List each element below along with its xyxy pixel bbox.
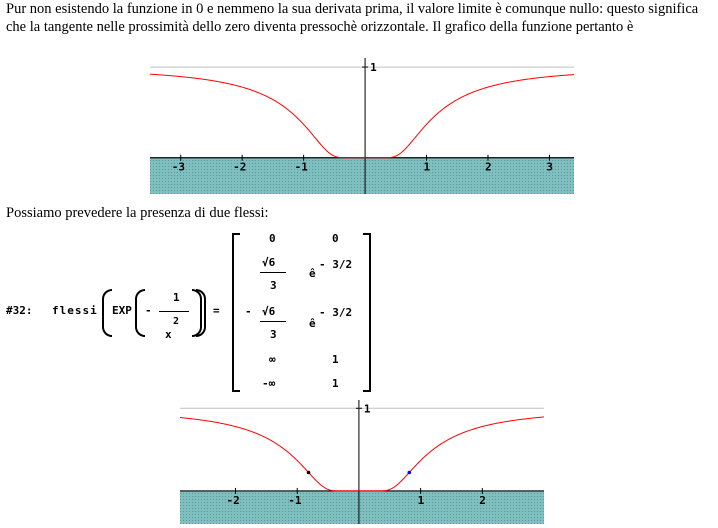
inflection-point xyxy=(306,470,311,475)
fraction-den-exponent: 2 xyxy=(173,316,180,327)
x-tick-label: -1 xyxy=(295,161,309,174)
x-tick-label: 2 xyxy=(485,161,492,174)
matrix-sqrt-numerator: √6 xyxy=(262,305,276,318)
matrix-bracket-left xyxy=(232,233,240,392)
matrix-exponent: - 3/2 xyxy=(319,258,353,271)
outer-paren-left xyxy=(102,289,112,337)
x-tick-label: 3 xyxy=(546,161,553,174)
function-plot-2: 1 -2 -1 1 2 xyxy=(180,400,544,524)
x-tick-label: 1 xyxy=(424,161,431,174)
exp-name: EXP xyxy=(112,304,132,317)
matrix-minus-sign: - xyxy=(245,305,252,318)
matrix-e-symbol: ê xyxy=(309,317,316,330)
function-curve xyxy=(150,73,574,159)
matrix-fraction-den: 3 xyxy=(270,279,277,292)
x-tick-label: 1 xyxy=(418,494,425,507)
matrix-cell: 1 xyxy=(332,353,339,366)
matrix-fraction-bar xyxy=(260,272,286,273)
matrix-e-symbol: ê xyxy=(309,267,316,280)
equals-sign: = xyxy=(213,304,220,317)
inner-paren-left xyxy=(135,289,145,337)
matrix-exponent: - 3/2 xyxy=(319,306,353,319)
inflection-point xyxy=(407,470,412,475)
inflection-paragraph: Possiamo prevedere la presenza di due fl… xyxy=(6,205,269,221)
x-tick-label: -3 xyxy=(172,161,185,174)
minus-sign: - xyxy=(145,304,152,317)
x-tick-label: 2 xyxy=(479,494,486,507)
axis-band xyxy=(180,490,544,524)
x-tick-label: -2 xyxy=(227,494,240,507)
function-curve xyxy=(180,416,544,492)
matrix-fraction-den: 3 xyxy=(270,328,277,341)
x-tick-label: -2 xyxy=(233,161,246,174)
intro-paragraph: Pur non esistendo la funzione in 0 e nem… xyxy=(6,1,699,35)
y-tick-label: 1 xyxy=(364,402,371,415)
y-tick-label: 1 xyxy=(370,61,377,74)
formula-label: #32: xyxy=(6,304,33,317)
fraction-den-base: x xyxy=(165,328,172,341)
matrix-cell: -∞ xyxy=(262,377,276,390)
matrix-cell: 0 xyxy=(269,232,276,245)
fraction-numerator: 1 xyxy=(173,291,180,304)
axis-band xyxy=(150,157,574,194)
fraction-bar xyxy=(159,311,189,312)
x-tick-label: -1 xyxy=(288,494,302,507)
matrix-fraction-bar xyxy=(260,321,286,322)
matrix-bracket-right xyxy=(363,233,371,392)
formula-function-name: flessi xyxy=(52,304,98,317)
matrix-cell: 1 xyxy=(332,377,339,390)
outer-paren-right xyxy=(196,289,206,337)
function-plot-1: 1 -3 -2 -1 1 2 3 xyxy=(150,58,574,194)
matrix-sqrt-numerator: √6 xyxy=(262,256,276,269)
matrix-cell: ∞ xyxy=(269,353,276,366)
matrix-cell: 0 xyxy=(332,232,339,245)
